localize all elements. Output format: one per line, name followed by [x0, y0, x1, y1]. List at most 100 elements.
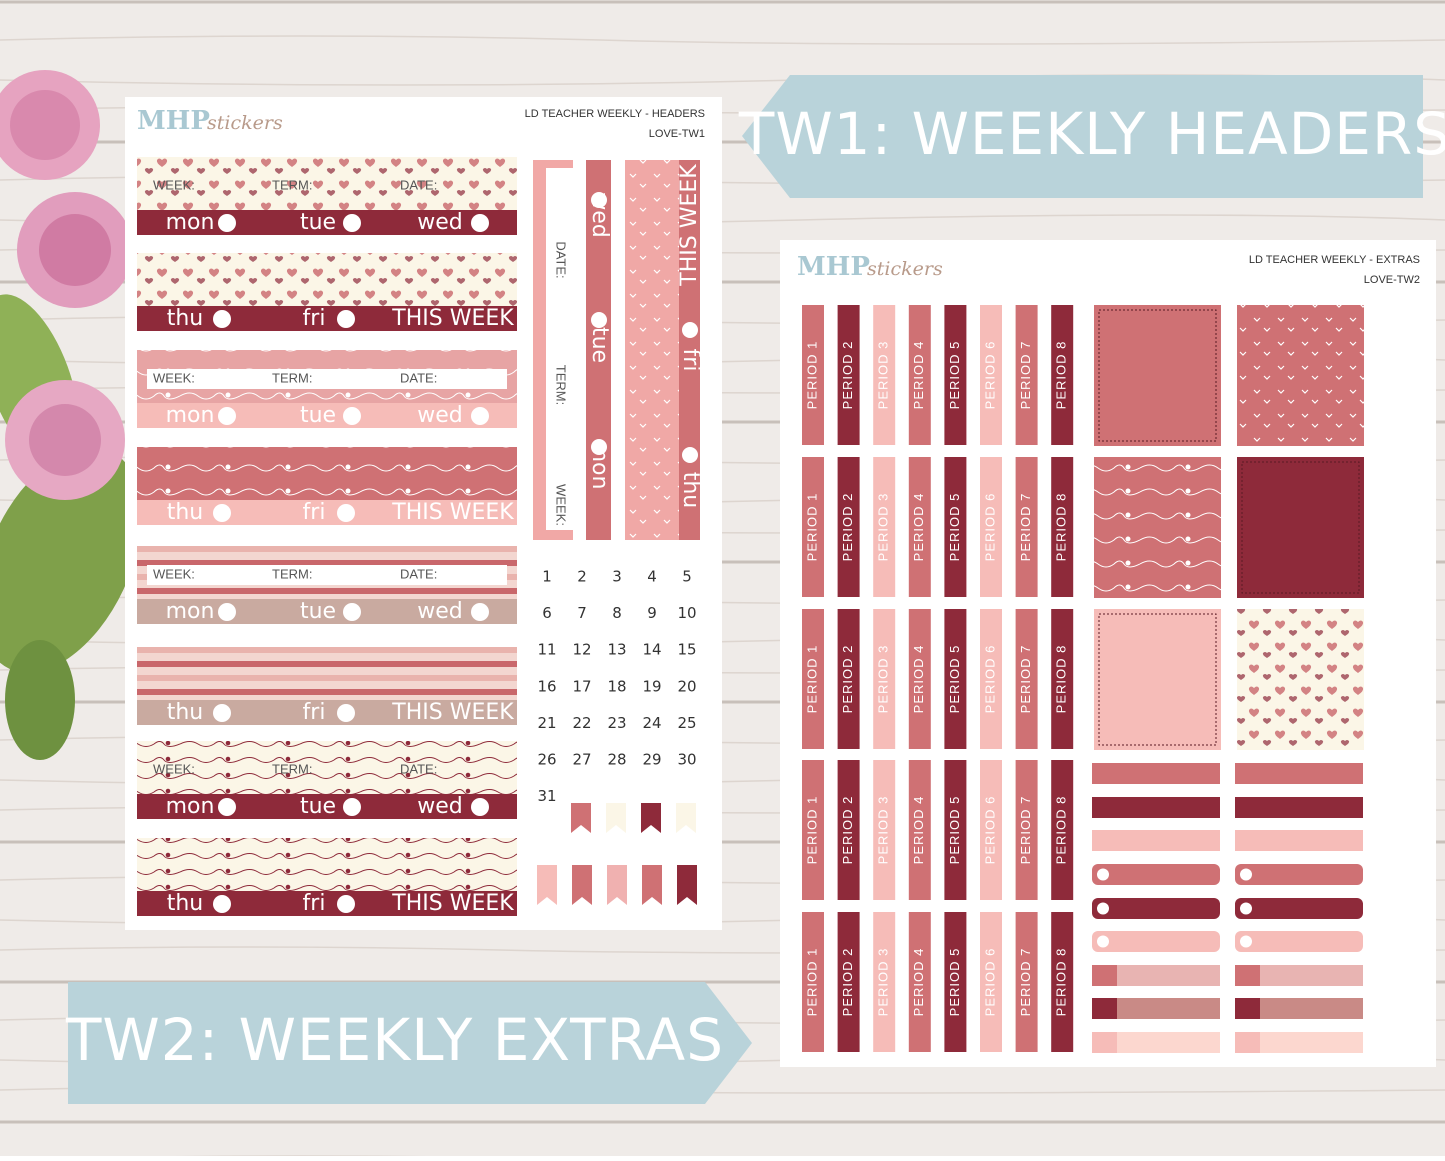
- bar-sticker: [1235, 965, 1363, 986]
- period-strip: [873, 912, 896, 1052]
- checkbox: [213, 895, 231, 913]
- vertical-field-box: [546, 168, 573, 530]
- calendar-number: 14: [642, 641, 661, 659]
- checkbox: [337, 504, 355, 522]
- bar-sticker: [1092, 830, 1220, 851]
- period-label: PERIOD 1: [804, 796, 819, 865]
- flag: [606, 803, 626, 833]
- day-label: tue: [300, 403, 336, 428]
- calendar-number: 31: [537, 787, 556, 805]
- period-strip: [908, 912, 931, 1052]
- checkbox: [682, 322, 698, 338]
- period-label: PERIOD 2: [840, 341, 855, 410]
- checkbox: [471, 798, 489, 816]
- period-strip: [837, 609, 860, 749]
- field-label: WEEK:: [153, 370, 195, 385]
- period-strip: [1015, 760, 1038, 900]
- day-bar: [137, 891, 517, 916]
- day-label: fri: [303, 891, 326, 916]
- strip-pattern: [137, 838, 517, 891]
- this-week-label: THIS WEEK: [391, 891, 514, 916]
- checkbox: [218, 214, 236, 232]
- sheet-code: LOVE-TW1: [649, 128, 705, 140]
- field-label: DATE:: [400, 177, 437, 192]
- logo-word: stickers: [867, 258, 943, 280]
- bar-checkbox: [1240, 935, 1252, 948]
- period-label: PERIOD 7: [1018, 645, 1033, 714]
- calendar-number: 12: [572, 641, 591, 659]
- period-strip: [1051, 912, 1074, 1052]
- period-strip: [802, 760, 824, 900]
- day-bar: [137, 794, 517, 819]
- period-strip: [1015, 305, 1038, 445]
- checkbox: [337, 310, 355, 328]
- period-strip: [1015, 609, 1038, 749]
- period-label: PERIOD 3: [876, 645, 891, 714]
- period-strip: [944, 305, 967, 445]
- checkbox: [682, 447, 698, 463]
- period-strip: [837, 305, 860, 445]
- period-label: PERIOD 7: [1018, 796, 1033, 865]
- period-strip: [1051, 457, 1074, 597]
- checkbox: [218, 798, 236, 816]
- calendar-number: 8: [612, 604, 622, 622]
- day-label: tue: [300, 599, 336, 624]
- field-box: [147, 369, 507, 389]
- calendar-number: 3: [612, 568, 622, 586]
- period-strip: [802, 305, 824, 445]
- checkbox: [591, 192, 607, 208]
- period-label: PERIOD 8: [1054, 796, 1069, 865]
- period-strip: [980, 609, 1002, 749]
- period-strip: [944, 760, 967, 900]
- bar-sticker: [1092, 998, 1220, 1019]
- bar-tab: [1092, 965, 1117, 986]
- bar-sticker: [1092, 931, 1220, 952]
- calendar-number: 13: [607, 641, 626, 659]
- day-label: tue: [300, 210, 336, 235]
- field-label: WEEK:: [554, 484, 569, 526]
- period-strip: [944, 609, 967, 749]
- checkbox: [343, 603, 361, 621]
- flag: [642, 865, 662, 905]
- bar-sticker: [1235, 931, 1363, 952]
- strip-pattern: [137, 253, 517, 306]
- day-label: fri: [303, 700, 326, 725]
- strip-pattern: [137, 447, 517, 500]
- calendar-number: 22: [572, 714, 591, 732]
- calendar-number: 6: [542, 604, 552, 622]
- period-label: PERIOD 4: [911, 948, 926, 1017]
- day-bar: [137, 306, 517, 331]
- calendar-number: 30: [677, 751, 696, 769]
- period-label: PERIOD 5: [947, 341, 962, 410]
- period-strip: [1051, 609, 1074, 749]
- sheet-code: LOVE-TW2: [1364, 274, 1420, 286]
- calendar-number: 9: [647, 604, 657, 622]
- checkbox: [213, 504, 231, 522]
- square-pattern: [1237, 609, 1364, 750]
- checkbox: [471, 407, 489, 425]
- period-label: PERIOD 7: [1018, 493, 1033, 562]
- period-label: PERIOD 2: [840, 645, 855, 714]
- vertical-day-bar: [679, 160, 700, 540]
- day-label: wed: [417, 210, 463, 235]
- field-label: WEEK:: [153, 761, 195, 776]
- bar-sticker: [1235, 830, 1363, 851]
- flag: [641, 803, 661, 833]
- calendar-number: 27: [572, 751, 591, 769]
- period-strip: [837, 760, 860, 900]
- period-label: PERIOD 6: [982, 796, 997, 865]
- period-strip: [873, 609, 896, 749]
- period-label: PERIOD 2: [840, 796, 855, 865]
- period-label: PERIOD 5: [947, 493, 962, 562]
- bar-tab: [1092, 998, 1117, 1019]
- banner-extras: TW2: WEEKLY EXTRAS: [65, 982, 752, 1104]
- strip-stripe: [137, 661, 517, 667]
- sheet-title: LD TEACHER WEEKLY - HEADERS: [525, 108, 705, 120]
- calendar-number: 4: [647, 568, 657, 586]
- period-strip: [908, 305, 931, 445]
- checkbox: [218, 407, 236, 425]
- period-strip: [1051, 760, 1074, 900]
- field-label: DATE:: [400, 566, 437, 581]
- calendar-number: 24: [642, 714, 661, 732]
